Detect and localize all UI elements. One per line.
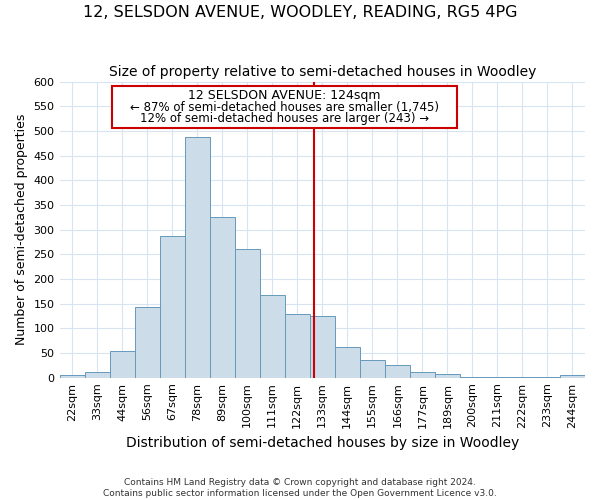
Bar	[560, 375, 585, 378]
Bar	[260, 295, 285, 378]
Text: 12% of semi-detached houses are larger (243) →: 12% of semi-detached houses are larger (…	[140, 112, 430, 126]
Bar	[310, 316, 335, 378]
Bar	[160, 236, 185, 378]
Title: Size of property relative to semi-detached houses in Woodley: Size of property relative to semi-detach…	[109, 65, 536, 79]
Bar	[410, 372, 435, 378]
Bar	[335, 347, 360, 378]
Bar	[435, 374, 460, 378]
Bar	[85, 372, 110, 378]
Bar	[110, 351, 134, 378]
Bar	[185, 138, 209, 378]
Bar	[285, 314, 310, 378]
Bar	[485, 376, 510, 378]
Bar	[360, 360, 385, 378]
Bar	[59, 375, 85, 378]
Text: 12, SELSDON AVENUE, WOODLEY, READING, RG5 4PG: 12, SELSDON AVENUE, WOODLEY, READING, RG…	[83, 5, 517, 20]
Text: Contains HM Land Registry data © Crown copyright and database right 2024.
Contai: Contains HM Land Registry data © Crown c…	[103, 478, 497, 498]
Bar	[385, 366, 410, 378]
Y-axis label: Number of semi-detached properties: Number of semi-detached properties	[15, 114, 28, 346]
Bar	[460, 376, 485, 378]
Text: 12 SELSDON AVENUE: 124sqm: 12 SELSDON AVENUE: 124sqm	[188, 90, 381, 102]
Bar	[235, 250, 260, 378]
Text: ← 87% of semi-detached houses are smaller (1,745): ← 87% of semi-detached houses are smalle…	[130, 102, 439, 114]
Bar	[134, 307, 160, 378]
FancyBboxPatch shape	[112, 86, 457, 128]
X-axis label: Distribution of semi-detached houses by size in Woodley: Distribution of semi-detached houses by …	[125, 436, 519, 450]
Bar	[209, 218, 235, 378]
